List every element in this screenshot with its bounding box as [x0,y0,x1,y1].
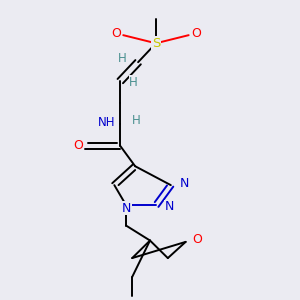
Text: O: O [192,233,202,246]
Text: H: H [129,76,138,89]
Text: O: O [111,27,121,40]
Text: NH: NH [98,116,116,130]
Text: N: N [179,177,189,190]
Text: H: H [132,114,141,127]
Text: N: N [165,200,174,213]
Text: O: O [73,140,83,152]
Text: H: H [117,52,126,64]
Text: O: O [191,27,201,40]
Text: N: N [122,202,131,214]
Text: S: S [152,37,160,50]
